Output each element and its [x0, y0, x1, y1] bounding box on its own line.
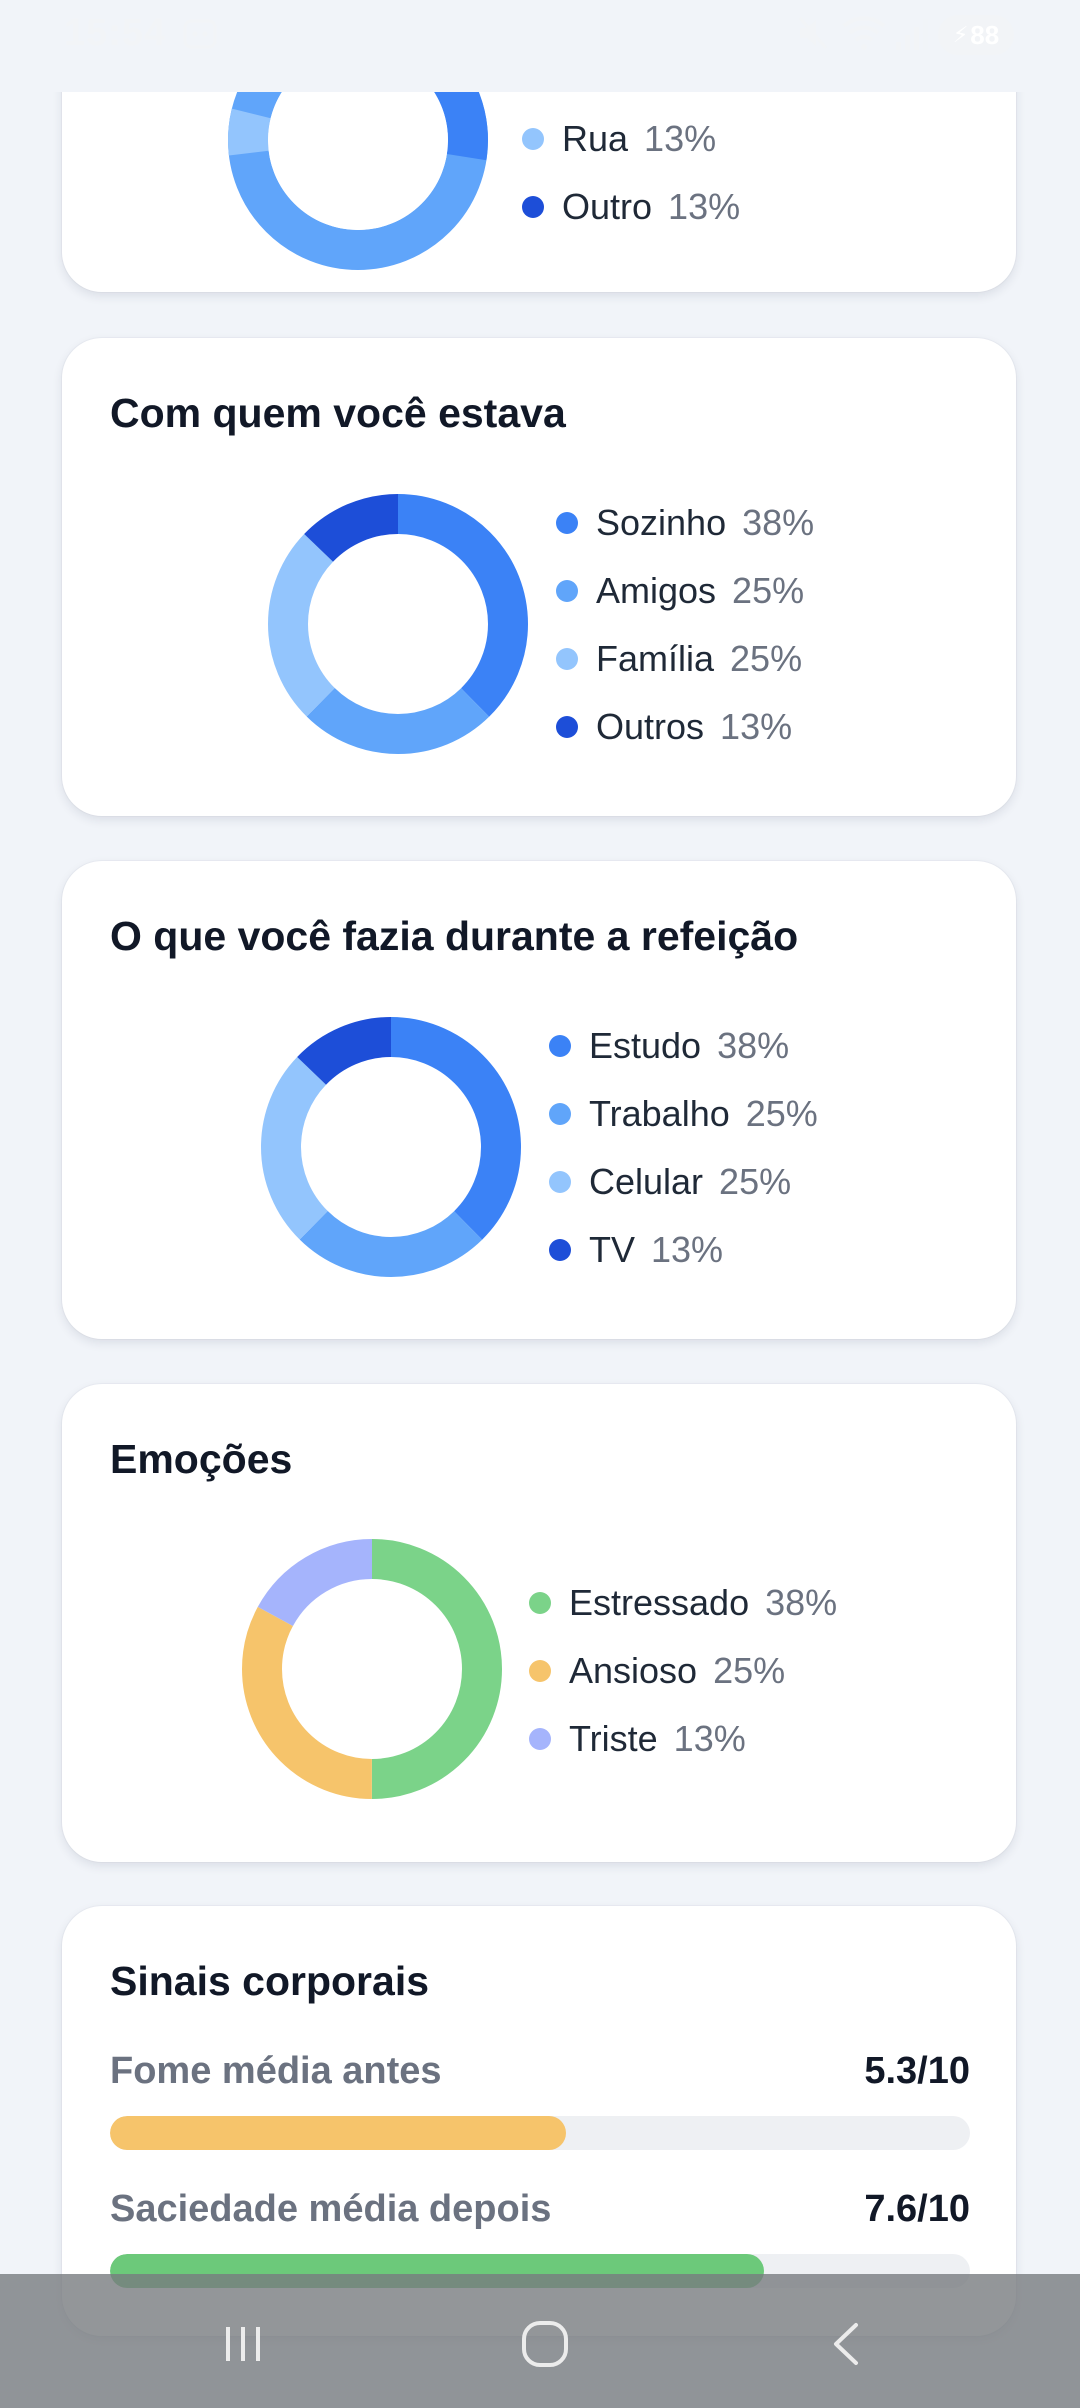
legend-label: Trabalho: [589, 1093, 730, 1134]
legend-dot: [529, 1660, 551, 1682]
donut-slice-triste: [242, 1539, 502, 1799]
legend-dot: [549, 1035, 571, 1057]
donut-slice-tv: [261, 1017, 521, 1277]
legend-dot: [549, 1239, 571, 1261]
legend-label: Triste: [569, 1718, 658, 1759]
charging-bolt-icon: ⚡: [952, 22, 969, 47]
recents-button[interactable]: [203, 2304, 283, 2384]
legend-label: Sozinho: [596, 502, 727, 543]
battery-indicator: ⚡ 88: [938, 15, 1014, 55]
legend-item: Estressado 38%: [529, 1578, 837, 1628]
system-navigation-bar: [0, 2274, 1080, 2408]
body-signals-card: Sinais corporais Fome média antes 5.3/10…: [62, 1906, 1016, 2336]
donut-slice-amigos: [268, 494, 528, 754]
home-icon: [522, 2321, 568, 2367]
legend-dot: [522, 128, 544, 150]
donut-slice-ansioso: [242, 1539, 502, 1799]
legend-percent: 25%: [745, 1093, 818, 1134]
activity-card: O que você fazia durante a refeição Estu…: [62, 861, 1016, 1339]
legend-percent: 25%: [719, 1161, 792, 1202]
legend-item: Celular 25%: [549, 1157, 791, 1207]
signal-icon: [894, 14, 930, 57]
metric-value: 5.3/10: [864, 2050, 970, 2092]
legend-percent: 25%: [730, 638, 803, 679]
donut-slice-trabalho: [261, 1017, 521, 1277]
legend-dot: [556, 648, 578, 670]
legend-percent: 25%: [732, 570, 805, 611]
donut-slice-celular: [261, 1017, 521, 1277]
legend-percent: 13%: [720, 706, 793, 747]
home-button[interactable]: [505, 2304, 585, 2384]
legend-item: Amigos 25%: [556, 566, 804, 616]
activity-donut-chart: [261, 1017, 521, 1277]
legend-label: Rua: [562, 118, 629, 159]
emotions-donut-chart: [242, 1539, 502, 1799]
card-title: Com quem você estava: [110, 390, 566, 436]
legend-percent: 25%: [713, 1650, 786, 1691]
legend-label: Celular: [589, 1161, 704, 1202]
mute-icon: [796, 14, 830, 57]
legend-label: Outros: [596, 706, 705, 747]
legend-item: Família 25%: [556, 634, 802, 684]
legend-item: Rua 13%: [522, 114, 716, 164]
legend-item: Outros 13%: [556, 702, 792, 752]
legend-item: Trabalho 25%: [549, 1089, 818, 1139]
company-card: Com quem você estava Sozinho 38% Amigos …: [62, 338, 1016, 816]
legend-dot: [522, 196, 544, 218]
donut-slice-outros: [268, 494, 528, 754]
legend-dot: [556, 580, 578, 602]
card-title: Sinais corporais: [110, 1958, 430, 2004]
hunger-progress-bar: [110, 2116, 970, 2150]
metric-value: 7.6/10: [864, 2188, 970, 2230]
legend-label: Outro: [562, 186, 653, 227]
legend-label: Ansioso: [569, 1650, 698, 1691]
legend-label: Estressado: [569, 1582, 750, 1623]
legend-item: TV 13%: [549, 1225, 723, 1275]
legend-percent: 38%: [765, 1582, 838, 1623]
legend-item: Estudo 38%: [549, 1021, 789, 1071]
legend-dot: [556, 716, 578, 738]
back-button[interactable]: [807, 2304, 887, 2384]
wifi-icon: [842, 14, 886, 57]
legend-dot: [556, 512, 578, 534]
legend-dot: [549, 1171, 571, 1193]
battery-level: 88: [970, 19, 1000, 50]
legend-dot: [529, 1728, 551, 1750]
legend-percent: 13%: [668, 186, 741, 227]
status-bar: 15:54 ⚡ 88: [0, 0, 1080, 72]
metric-label: Fome média antes: [110, 2050, 442, 2092]
legend-item: Outro 13%: [522, 182, 740, 232]
legend-label: Família: [596, 638, 715, 679]
legend-percent: 13%: [673, 1718, 746, 1759]
legend-percent: 38%: [742, 502, 815, 543]
card-title: O que você fazia durante a refeição: [110, 913, 799, 959]
screenshot-icon: [182, 16, 218, 57]
hunger-progress-fill: [110, 2116, 566, 2150]
back-icon: [834, 2323, 858, 2365]
donut-slice-família: [268, 494, 528, 754]
card-title: Emoções: [110, 1436, 293, 1482]
emotions-card: Emoções Estressado 38% Ansioso 25% Trist…: [62, 1384, 1016, 1862]
legend-label: TV: [589, 1229, 636, 1270]
metric-label: Saciedade média depois: [110, 2188, 552, 2230]
legend-item: Sozinho 38%: [556, 498, 814, 548]
legend-item: Triste 13%: [529, 1714, 746, 1764]
legend-percent: 13%: [644, 118, 717, 159]
legend-item: Ansioso 25%: [529, 1646, 785, 1696]
recents-icon: [226, 2327, 260, 2361]
legend-percent: 13%: [651, 1229, 724, 1270]
status-time: 15:54: [64, 12, 167, 54]
company-donut-chart: [268, 494, 528, 754]
legend-label: Estudo: [589, 1025, 702, 1066]
legend-dot: [549, 1103, 571, 1125]
legend-dot: [529, 1592, 551, 1614]
legend-label: Amigos: [596, 570, 717, 611]
legend-percent: 38%: [717, 1025, 790, 1066]
